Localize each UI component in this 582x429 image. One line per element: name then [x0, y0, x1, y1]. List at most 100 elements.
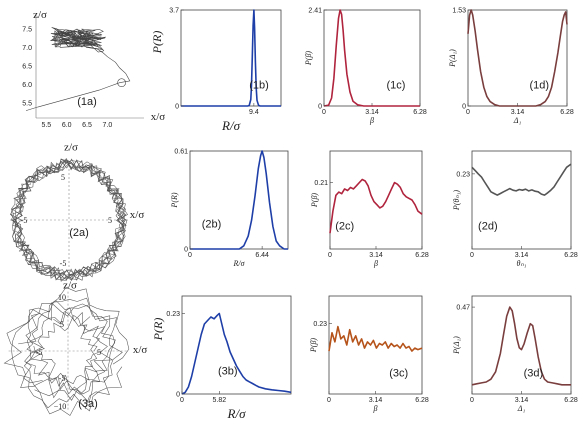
plot-frame-3b — [181, 295, 292, 395]
panel-label: (2c) — [335, 220, 354, 232]
panel-label: (2d) — [478, 220, 498, 232]
x-tick-label: 6.28 — [415, 397, 429, 404]
x-tick-label: 3.14 — [515, 252, 529, 259]
y-tick-label: 0 — [175, 104, 179, 111]
panel-1a: 5.5 6.0 6.5 7.0 7.5 7.0 6.5 6.0 5.5 x/σ z/σ (1a) — [22, 9, 165, 129]
x-tick-label: 3.14 — [365, 109, 379, 116]
panel-label: (3d) — [524, 367, 544, 379]
x-tick-label: 6.28 — [413, 109, 427, 116]
x-axis-label: β — [373, 259, 378, 268]
trajectory-path — [23, 300, 116, 404]
tick-label-y-neg: -5 — [60, 259, 67, 268]
x-axis-label: Δ₁ — [517, 404, 526, 413]
panel-3d: 0 3.14 6.28 0.47 Δ₁ P(Δ₁) (3d) — [452, 295, 578, 413]
x-axis-label: x/σ — [130, 209, 145, 221]
y-tick-label: 0 — [462, 104, 466, 111]
panel-3b: 0 5.82 0 0.23 R/σ P(R) (3b) — [151, 295, 292, 421]
y-tick-label: 0 — [318, 104, 322, 111]
plot-frame-2d — [471, 150, 572, 250]
panel-label: (1d) — [529, 80, 549, 92]
y-axis-label: P(β) — [309, 338, 318, 354]
x-tick-label: 0 — [328, 252, 332, 259]
y-tick-label: 3.7 — [169, 8, 179, 15]
x-tick-label: 0 — [180, 397, 184, 404]
x-axis-label: x/σ — [151, 111, 166, 123]
tick-label-x-pos: 5 — [108, 216, 112, 225]
x-tick-label: 6.5 — [82, 122, 92, 129]
y-tick-label: 0.23 — [166, 311, 180, 318]
series-line-3c — [328, 325, 423, 352]
y-axis-label: P(R) — [170, 192, 179, 208]
x-tick-label: 6.0 — [62, 122, 72, 129]
x-tick-label: 0 — [188, 252, 192, 259]
y-tick-label: 0.23 — [313, 321, 327, 328]
panel-2c: 0 3.14 6.28 0.21 β P(β) (2c) — [310, 150, 429, 268]
x-tick-label: 6.28 — [564, 397, 578, 404]
y-tick-label: 7.0 — [22, 45, 32, 52]
y-axis-label: P(β) — [310, 193, 319, 209]
plot-frame-3d — [471, 295, 572, 395]
series-line-2d — [471, 163, 572, 196]
x-tick-label: 5.82 — [213, 397, 227, 404]
y-axis-label: z/σ — [63, 280, 77, 292]
tick-label-x-pos: 5 — [97, 348, 101, 357]
series-line-3d — [471, 306, 571, 386]
y-tick-label: 0.61 — [174, 149, 188, 156]
y-tick-label: 0.21 — [314, 180, 328, 187]
x-tick-label: 7.0 — [103, 122, 113, 129]
tick-label-y-10: 10 — [58, 293, 66, 302]
y-axis-label: P(R) — [151, 318, 165, 342]
x-tick-label: 0 — [322, 109, 326, 116]
tick-label-x-neg: -5 — [21, 216, 28, 225]
panel-label: (1c) — [387, 80, 406, 92]
x-axis-label: R/σ — [227, 406, 247, 421]
x-tick-label: 3.14 — [511, 109, 525, 116]
plot-frame-2c — [329, 150, 423, 250]
panel-2b: 0 6.44 0 0.61 R/σ P(R) (2b) — [170, 149, 289, 268]
y-axis-label: P(Δ₁) — [448, 49, 457, 68]
y-tick-label: 0.23 — [456, 171, 470, 178]
panel-label: (2b) — [202, 218, 222, 230]
x-tick-label: 0 — [327, 397, 331, 404]
y-tick-label: 0 — [184, 247, 188, 254]
panel-2d: 0 3.14 6.28 0.23 θₙ₁ P(θₙ₁) (2d) — [452, 150, 578, 268]
y-tick-label: 0.47 — [456, 305, 470, 312]
trajectory-path — [10, 159, 126, 281]
trajectory-path — [11, 297, 123, 410]
y-tick-label: 1.53 — [452, 8, 466, 15]
y-tick-label: 0 — [176, 392, 180, 399]
series-line-1c — [323, 9, 420, 107]
panel-label: (3c) — [389, 367, 408, 379]
panel-1b: 9.4 0 3.7 R/σ P(R) (1b) — [150, 8, 282, 133]
plot-frame-2b — [189, 150, 289, 250]
x-tick-label: 0 — [466, 109, 470, 116]
x-tick-label: 6.28 — [560, 109, 574, 116]
panel-1d: 0 3.14 6.28 0 1.53 Δ₁ P(Δ₁) (1d) — [448, 8, 574, 126]
y-axis-label: z/σ — [33, 9, 47, 21]
x-tick-label: 3.14 — [369, 397, 383, 404]
x-tick-label: 6.28 — [415, 252, 429, 259]
trajectory-path — [12, 158, 125, 282]
x-tick-label: 9.4 — [249, 109, 259, 116]
tick-label-x-neg: -5 — [36, 348, 43, 357]
x-axis-label: R/σ — [232, 259, 245, 268]
plot-frame-1d — [467, 9, 568, 107]
x-axis-label: Δ₁ — [513, 116, 522, 125]
x-tick-label: 0 — [470, 252, 474, 259]
trajectory-path — [25, 307, 114, 395]
y-axis-label: P(Δ₁) — [452, 336, 461, 355]
panel-3a: 10 5 -5 -5 5 −10 x/σ z/σ (3a) — [3, 280, 147, 416]
x-axis-label: θₙ₁ — [517, 259, 527, 268]
tick-label-y-pos: 5 — [61, 173, 65, 182]
x-tick-label: 3.14 — [515, 397, 529, 404]
x-axis-label: R/σ — [221, 118, 241, 133]
series-line-2b — [190, 150, 288, 250]
x-axis-label: β — [373, 404, 378, 413]
x-tick-label: 0 — [470, 397, 474, 404]
panel-label: (1a) — [77, 96, 97, 108]
y-tick-label: 7.5 — [22, 26, 32, 33]
panel-label: (3a) — [78, 398, 98, 410]
y-tick-label: 6.0 — [22, 82, 32, 89]
panel-2a: 5 5 -5 -5 x/σ z/σ (2a) — [9, 141, 145, 282]
